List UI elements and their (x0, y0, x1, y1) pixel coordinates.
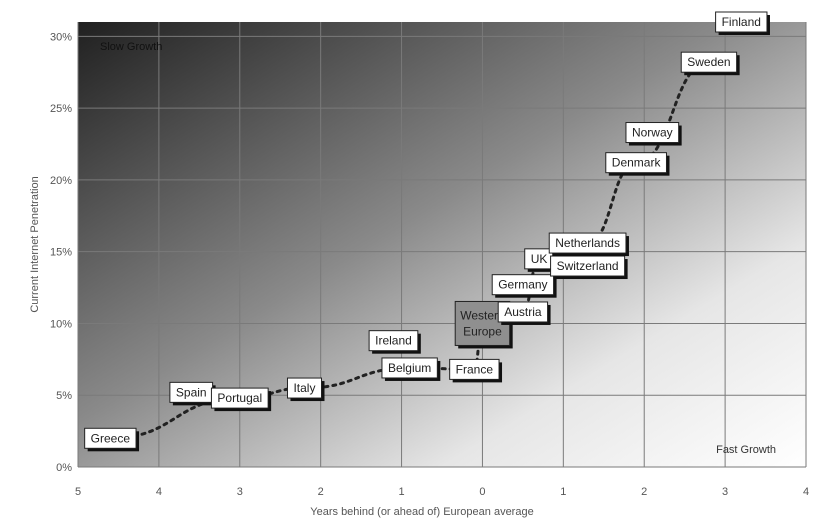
x-axis-title: Years behind (or ahead of) European aver… (310, 506, 533, 518)
country-label-greece: Greece (84, 427, 140, 452)
y-tick-label: 20% (50, 175, 72, 187)
x-tick-label: 2 (318, 486, 324, 498)
country-label-text: Italy (293, 381, 315, 395)
y-tick-label: 30% (50, 31, 72, 43)
country-label-text: Germany (498, 278, 547, 292)
grid-lines (77, 22, 807, 468)
country-label-box (715, 11, 768, 33)
x-tick-label: 4 (803, 486, 809, 498)
country-label-box (381, 357, 438, 379)
country-label-norway: Norway (625, 122, 682, 146)
country-label-text: Netherlands (555, 236, 620, 250)
x-tick-label: 0 (479, 486, 485, 498)
x-tick-labels: 5 4 3 2 1 0 1 2 3 4 (75, 486, 809, 498)
country-label-text: Western (460, 308, 504, 322)
country-label-text: Portugal (217, 391, 262, 405)
country-label-box (210, 387, 269, 409)
country-label-box (497, 301, 549, 323)
country-label-box (368, 330, 419, 352)
country-label-portugal: Portugal (210, 387, 272, 412)
country-label-text: Austria (504, 305, 542, 319)
country-label-text: Norway (632, 126, 673, 140)
country-label-box (625, 122, 680, 144)
fast-growth-label: Fast Growth (716, 444, 776, 456)
x-tick-label: 5 (75, 486, 81, 498)
country-label-netherlands: Netherlands (548, 232, 629, 257)
x-tick-label: 2 (641, 486, 647, 498)
country-label-text: Sweden (687, 55, 730, 69)
country-label-denmark: Denmark (605, 152, 670, 176)
x-tick-label: 1 (560, 486, 566, 498)
country-labels: Greece Spain Portugal Italy Ireland Belgium Fr… (84, 11, 770, 452)
country-label-box (680, 51, 738, 73)
country-label-switzerland: Switzerland (550, 255, 628, 280)
country-label-france: France (449, 358, 503, 383)
country-label-finland: Finland (715, 11, 770, 35)
country-label-text: UK (531, 252, 548, 266)
country-label-text: Denmark (612, 156, 662, 170)
country-label-text: Greece (91, 431, 131, 445)
country-label-text: Europe (463, 324, 502, 338)
y-tick-label: 25% (50, 103, 72, 115)
country-label-text: Switzerland (557, 259, 619, 273)
y-tick-label: 5% (56, 390, 72, 402)
x-tick-label: 3 (237, 486, 243, 498)
country-label-ireland: Ireland (368, 330, 421, 354)
y-axis-title: Current Internet Penetration (29, 176, 41, 312)
country-label-box (286, 377, 322, 399)
country-label-text: Finland (722, 15, 761, 29)
slow-growth-label: Slow Growth (100, 41, 162, 53)
y-tick-label: 0% (56, 462, 72, 474)
country-label-text: Belgium (388, 361, 431, 375)
country-label-belgium: Belgium (381, 357, 441, 381)
country-label-germany: Germany (491, 274, 557, 298)
country-label-box (548, 232, 627, 254)
country-label-text: Spain (176, 385, 207, 399)
x-tick-label: 3 (722, 486, 728, 498)
country-label-italy: Italy (286, 377, 325, 402)
country-label-text: Ireland (375, 334, 412, 348)
y-tick-label: 10% (50, 318, 72, 330)
y-tick-label: 15% (50, 247, 72, 259)
country-label-box (84, 427, 137, 449)
country-label-western-europe: Western Europe (454, 300, 513, 349)
country-label-austria: Austria (497, 301, 551, 325)
country-label-spain: Spain (169, 381, 216, 406)
x-tick-label: 4 (156, 486, 162, 498)
country-label-sweden: Sweden (680, 51, 740, 76)
x-tick-label: 1 (398, 486, 404, 498)
country-label-box (491, 274, 555, 296)
country-label-box (605, 152, 667, 174)
y-tick-labels: 0% 5% 10% 15% 20% 25% 30% (50, 31, 72, 474)
country-label-text: France (456, 362, 494, 376)
country-label-box (449, 358, 500, 380)
